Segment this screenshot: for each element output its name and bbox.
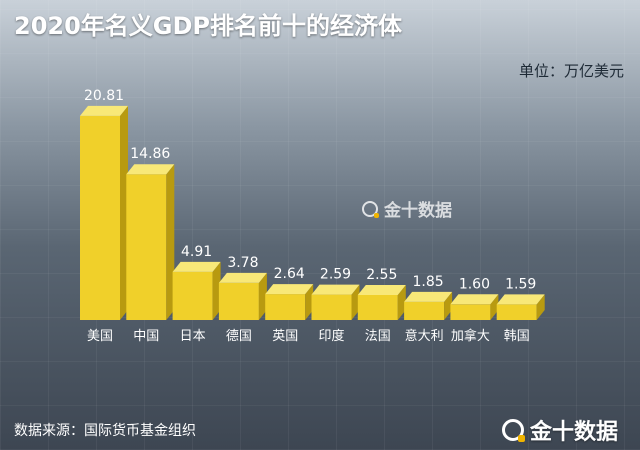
category-label: 美国 [87, 329, 113, 344]
chart-title: 2020年名义GDP排名前十的经济体 [14, 12, 403, 40]
center-watermark: 金十数据 [362, 196, 452, 221]
category-label: 法国 [365, 329, 391, 344]
bar-front [404, 301, 445, 320]
bar-5 [265, 284, 314, 320]
bar-value-label: 20.81 [84, 88, 124, 104]
bar-value-label: 3.78 [227, 255, 258, 271]
jin10-logo-icon [362, 200, 379, 218]
bar-side [120, 105, 128, 321]
bar-2 [126, 164, 175, 320]
bar-6 [311, 284, 360, 320]
bar-top [404, 291, 453, 302]
bar-side [166, 164, 175, 320]
bar-top [126, 164, 175, 175]
bar-top [450, 294, 499, 305]
unit-label: 单位：万亿美元 [518, 62, 624, 80]
bar-front [126, 174, 167, 320]
bar-10 [496, 294, 545, 320]
bar-side [397, 284, 406, 320]
bar-value-label: 2.64 [274, 266, 305, 282]
category-label: 印度 [318, 328, 344, 344]
bar-front [172, 271, 213, 320]
bar-top [311, 284, 360, 295]
bar-top [172, 261, 221, 272]
bar-8 [404, 291, 453, 320]
bar-3 [172, 261, 221, 320]
bar-9 [450, 294, 499, 320]
bar-front [450, 304, 491, 320]
category-label: 中国 [133, 329, 159, 344]
category-label: 德国 [226, 329, 252, 344]
category-label: 英国 [272, 329, 298, 344]
bar-front [218, 282, 259, 320]
bar-side [305, 284, 314, 320]
bar-value-label: 14.86 [130, 146, 170, 162]
bar-value-label: 4.91 [181, 244, 212, 260]
category-label: 日本 [180, 329, 206, 344]
bar-front [311, 294, 352, 320]
bar-value-label: 2.55 [366, 267, 397, 283]
bar-value-label: 1.59 [505, 276, 536, 292]
bar-value-label: 1.85 [413, 274, 444, 290]
bar-side [536, 294, 545, 320]
bar-side [351, 284, 360, 320]
jin10-logo-icon [501, 419, 525, 442]
bar-side [258, 272, 267, 320]
bar-side [490, 294, 499, 320]
bar-front [265, 294, 306, 320]
bar-top [357, 284, 406, 295]
bar-front [496, 304, 537, 320]
bar-top [265, 284, 314, 295]
bar-top [80, 105, 128, 116]
corner-watermark: 金十数据 [501, 414, 618, 446]
corner-watermark-text: 金十数据 [529, 420, 618, 445]
category-label: 韩国 [504, 329, 530, 344]
category-label: 意大利 [405, 328, 444, 344]
center-watermark-text: 金十数据 [384, 201, 452, 221]
bar-1 [80, 105, 128, 321]
bar-front [357, 294, 398, 320]
bar-value-label: 2.59 [320, 267, 351, 283]
bar-value-label: 1.60 [459, 276, 490, 292]
bar-top [496, 294, 545, 305]
bar-front [80, 115, 120, 321]
bar-4 [218, 272, 267, 320]
data-source: 数据来源：国际货币基金组织 [14, 423, 196, 439]
bar-7 [357, 284, 406, 320]
bar-side [444, 291, 453, 320]
category-label: 加拿大 [451, 328, 490, 344]
bar-top [218, 272, 267, 283]
bar-side [212, 261, 221, 320]
